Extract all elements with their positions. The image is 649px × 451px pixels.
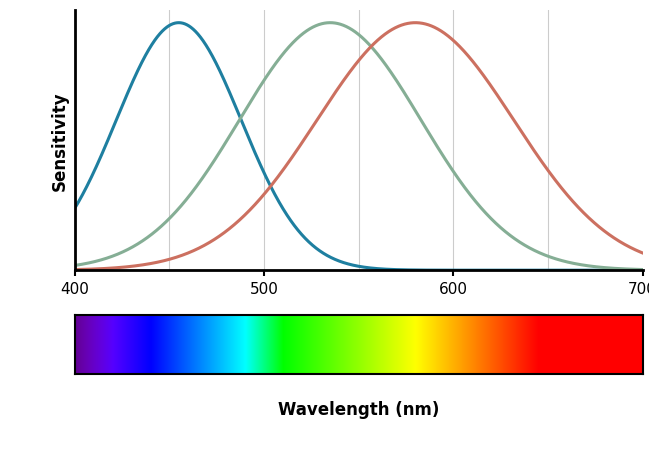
Y-axis label: Sensitivity: Sensitivity: [51, 91, 69, 191]
Text: Wavelength (nm): Wavelength (nm): [278, 400, 439, 419]
